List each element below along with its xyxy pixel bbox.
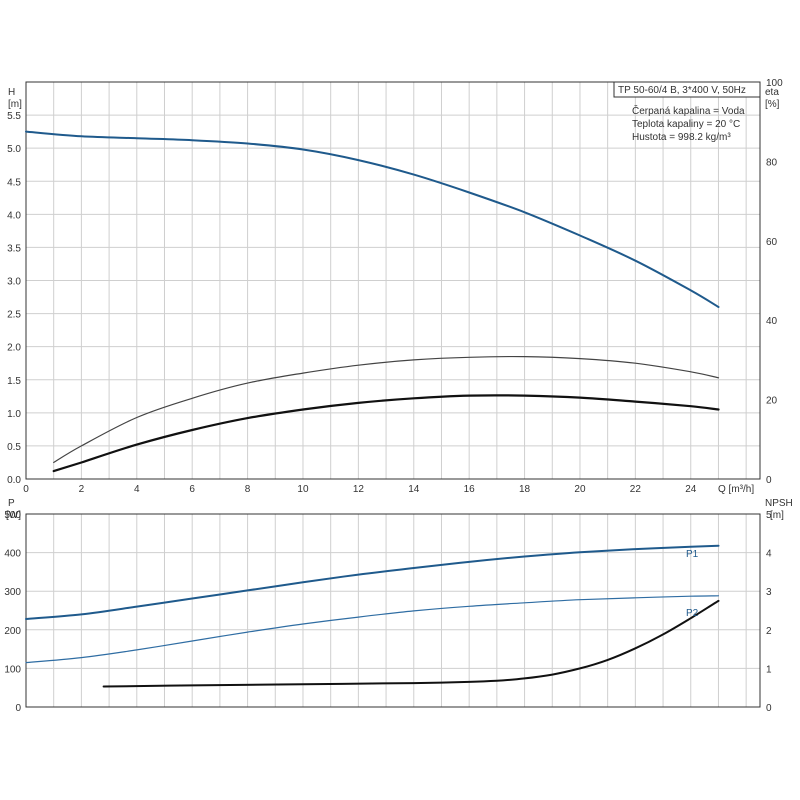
y-left-tick-label: 4.0 xyxy=(7,210,21,221)
series-line-0-2 xyxy=(52,394,720,473)
top-y-left-ticks: 0.0 0.5 1.0 1.5 2.0 2.5 3.0 3.5 4.0 4.5 5.0 5.5 xyxy=(7,111,21,486)
info-box-line-2: Teplota kapaliny = 20 °C xyxy=(632,119,740,130)
y-left-tick-label: 3.0 xyxy=(7,277,21,288)
info-box-title: TP 50-60/4 B, 3*400 V, 50Hz xyxy=(618,85,746,96)
info-box-line-3: Hustota = 998.2 kg/m³ xyxy=(632,132,731,143)
bottom-y-right-label-line2: [m] xyxy=(770,510,784,521)
y-left-tick-label: 1.0 xyxy=(7,409,21,420)
y-left-tick-label: 2.0 xyxy=(7,343,21,354)
y-left-tick-label: 0.0 xyxy=(7,475,21,486)
x-tick-label: 0 xyxy=(23,484,29,495)
power-npsh-chart: 0 100 200 300 400 500 0 1 2 3 4 5 P [W] NPSH [m] P… xyxy=(4,498,792,714)
y-right-tick-label: 40 xyxy=(766,316,778,327)
x-tick-label: 18 xyxy=(519,484,531,495)
bottom-y-left-ticks: 0 100 200 300 400 500 xyxy=(4,510,21,714)
series-line-0-0 xyxy=(25,130,720,308)
y-right-tick-label: 2 xyxy=(766,626,772,637)
top-y-right-ticks: 0 20 40 60 80 100 xyxy=(766,78,783,486)
y-right-tick-label: 5 xyxy=(766,510,772,521)
y-left-tick-label: 200 xyxy=(4,626,21,637)
y-left-tick-label: 0 xyxy=(15,703,21,714)
top-series xyxy=(25,130,720,473)
y-right-tick-label: 100 xyxy=(766,78,783,89)
bottom-y-left-label-line2: [W] xyxy=(6,510,21,521)
x-tick-label: 20 xyxy=(574,484,586,495)
series-line-0-1 xyxy=(53,355,720,464)
bottom-y-right-ticks: 0 1 2 3 4 5 xyxy=(766,510,772,714)
top-y-left-label-line1: H xyxy=(8,87,15,98)
y-right-tick-label: 3 xyxy=(766,587,772,598)
y-left-tick-label: 5.5 xyxy=(7,111,21,122)
y-left-tick-label: 500 xyxy=(4,510,21,521)
series-label-p1: P1 xyxy=(686,549,699,560)
bottom-y-right-label-line1: NPSH xyxy=(765,498,793,509)
x-tick-label: 6 xyxy=(189,484,195,495)
y-left-tick-label: 4.5 xyxy=(7,177,21,188)
x-tick-label: 8 xyxy=(245,484,251,495)
y-left-tick-label: 1.5 xyxy=(7,376,21,387)
y-left-tick-label: 100 xyxy=(4,664,21,675)
y-right-tick-label: 4 xyxy=(766,549,772,560)
x-tick-label: 14 xyxy=(408,484,420,495)
series-line-1-2 xyxy=(102,599,720,688)
top-plot-frame xyxy=(25,81,761,480)
top-grid xyxy=(25,82,760,480)
x-tick-label: 2 xyxy=(79,484,85,495)
head-efficiency-chart: 0 2 4 6 8 10 12 14 16 18 20 22 24 0.00.51.01.52.02.5… xyxy=(7,78,783,495)
top-y-right-label-line2: [%] xyxy=(765,99,780,110)
info-box: TP 50-60/4 B, 3*400 V, 50Hz Čerpaná kapa… xyxy=(613,81,761,143)
info-box-line-1: Čerpaná kapalina = Voda xyxy=(632,104,745,117)
y-left-tick-label: 5.0 xyxy=(7,144,21,155)
top-x-ticks: 0 2 4 6 8 10 12 14 16 18 20 22 24 xyxy=(23,484,697,495)
bottom-series xyxy=(25,544,720,688)
x-tick-label: 16 xyxy=(464,484,476,495)
y-left-tick-label: 400 xyxy=(4,549,21,560)
x-tick-label: 24 xyxy=(685,484,697,495)
y-left-tick-label: 0.5 xyxy=(7,442,21,453)
series-line-1-0 xyxy=(25,544,720,620)
y-right-tick-label: 20 xyxy=(766,396,778,407)
y-left-tick-label: 300 xyxy=(4,587,21,598)
y-right-tick-label: 1 xyxy=(766,664,772,675)
y-left-tick-label: 3.5 xyxy=(7,243,21,254)
x-tick-label: 12 xyxy=(353,484,365,495)
top-y-right-label-line1: eta xyxy=(765,87,779,98)
x-tick-label: 4 xyxy=(134,484,140,495)
bottom-y-left-label-line1: P xyxy=(8,498,15,509)
info-box-title-frame xyxy=(613,81,761,98)
y-left-tick-label: 2.5 xyxy=(7,310,21,321)
x-tick-label: 22 xyxy=(630,484,642,495)
bottom-grid xyxy=(25,513,760,708)
y-right-tick-label: 0 xyxy=(766,703,772,714)
y-right-tick-label: 80 xyxy=(766,157,778,168)
y-right-tick-label: 60 xyxy=(766,237,778,248)
y-right-tick-label: 0 xyxy=(766,475,772,486)
bottom-plot-frame xyxy=(25,513,761,708)
top-x-label: Q [m³/h] xyxy=(718,484,754,495)
series-line-1-1 xyxy=(25,595,720,664)
top-y-left-label-line2: [m] xyxy=(8,99,22,110)
series-label-p2: P2 xyxy=(686,608,699,619)
x-tick-label: 10 xyxy=(297,484,309,495)
